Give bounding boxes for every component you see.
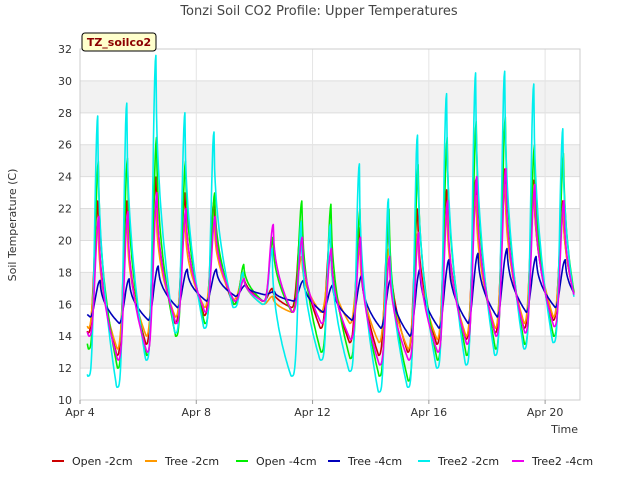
series-lines bbox=[86, 54, 575, 393]
y-tick-label: 12 bbox=[58, 362, 72, 375]
x-axis-ticks: Apr 4 Apr 8 Apr 12 Apr 16 Apr 20 bbox=[65, 400, 563, 419]
grid-band bbox=[80, 80, 580, 113]
y-tick-label: 32 bbox=[58, 43, 72, 56]
legend-item: Open -4cm bbox=[236, 455, 317, 468]
legend-item: Tree2 -4cm bbox=[512, 455, 593, 468]
plot-frame bbox=[79, 48, 581, 401]
y-tick-label: 14 bbox=[58, 330, 72, 343]
legend-label: Tree2 -4cm bbox=[531, 455, 593, 468]
series-line-tree2-2cm bbox=[86, 54, 575, 393]
tag-label: TZ_soilco2 bbox=[87, 36, 151, 49]
y-tick-label: 20 bbox=[58, 234, 72, 247]
y-tick-label: 10 bbox=[58, 394, 72, 407]
legend-item: Tree2 -2cm bbox=[418, 455, 499, 468]
y-tick-label: 16 bbox=[58, 298, 72, 311]
x-tick-label: Apr 8 bbox=[182, 406, 212, 419]
y-tick-label: 22 bbox=[58, 203, 72, 216]
x-tick-label: Apr 20 bbox=[527, 406, 564, 419]
x-tick-label: Apr 12 bbox=[294, 406, 331, 419]
y-tick-label: 18 bbox=[58, 266, 72, 279]
x-axis-label: Time bbox=[550, 423, 578, 436]
y-tick-label: 28 bbox=[58, 107, 72, 120]
legend-label: Open -4cm bbox=[256, 455, 317, 468]
tz-soilco2-tag: TZ_soilco2 bbox=[81, 32, 157, 52]
legend-label: Tree -4cm bbox=[347, 455, 402, 468]
legend-item: Tree -2cm bbox=[145, 455, 219, 468]
plot-background bbox=[80, 49, 580, 400]
grid-band bbox=[80, 336, 580, 369]
grid-band bbox=[80, 144, 580, 177]
y-axis-ticks: 10 12 14 16 18 20 22 24 26 28 30 32 bbox=[58, 43, 72, 407]
y-tick-label: 24 bbox=[58, 171, 72, 184]
y-tick-label: 30 bbox=[58, 75, 72, 88]
legend-label: Open -2cm bbox=[72, 455, 133, 468]
legend-item: Tree -4cm bbox=[328, 455, 402, 468]
y-tick-label: 26 bbox=[58, 139, 72, 152]
chart-title: Tonzi Soil CO2 Profile: Upper Temperatur… bbox=[179, 4, 458, 19]
x-tick-label: Apr 16 bbox=[411, 406, 448, 419]
legend-label: Tree2 -2cm bbox=[437, 455, 499, 468]
legend: Open -2cm Tree -2cm Open -4cm Tree -4cm Tree… bbox=[52, 455, 593, 468]
x-tick-label: Apr 4 bbox=[65, 406, 95, 419]
legend-label: Tree -2cm bbox=[164, 455, 219, 468]
y-axis-label: Soil Temperature (C) bbox=[6, 169, 19, 282]
legend-item: Open -2cm bbox=[52, 455, 133, 468]
series-line-tree2-4cm bbox=[86, 167, 575, 366]
